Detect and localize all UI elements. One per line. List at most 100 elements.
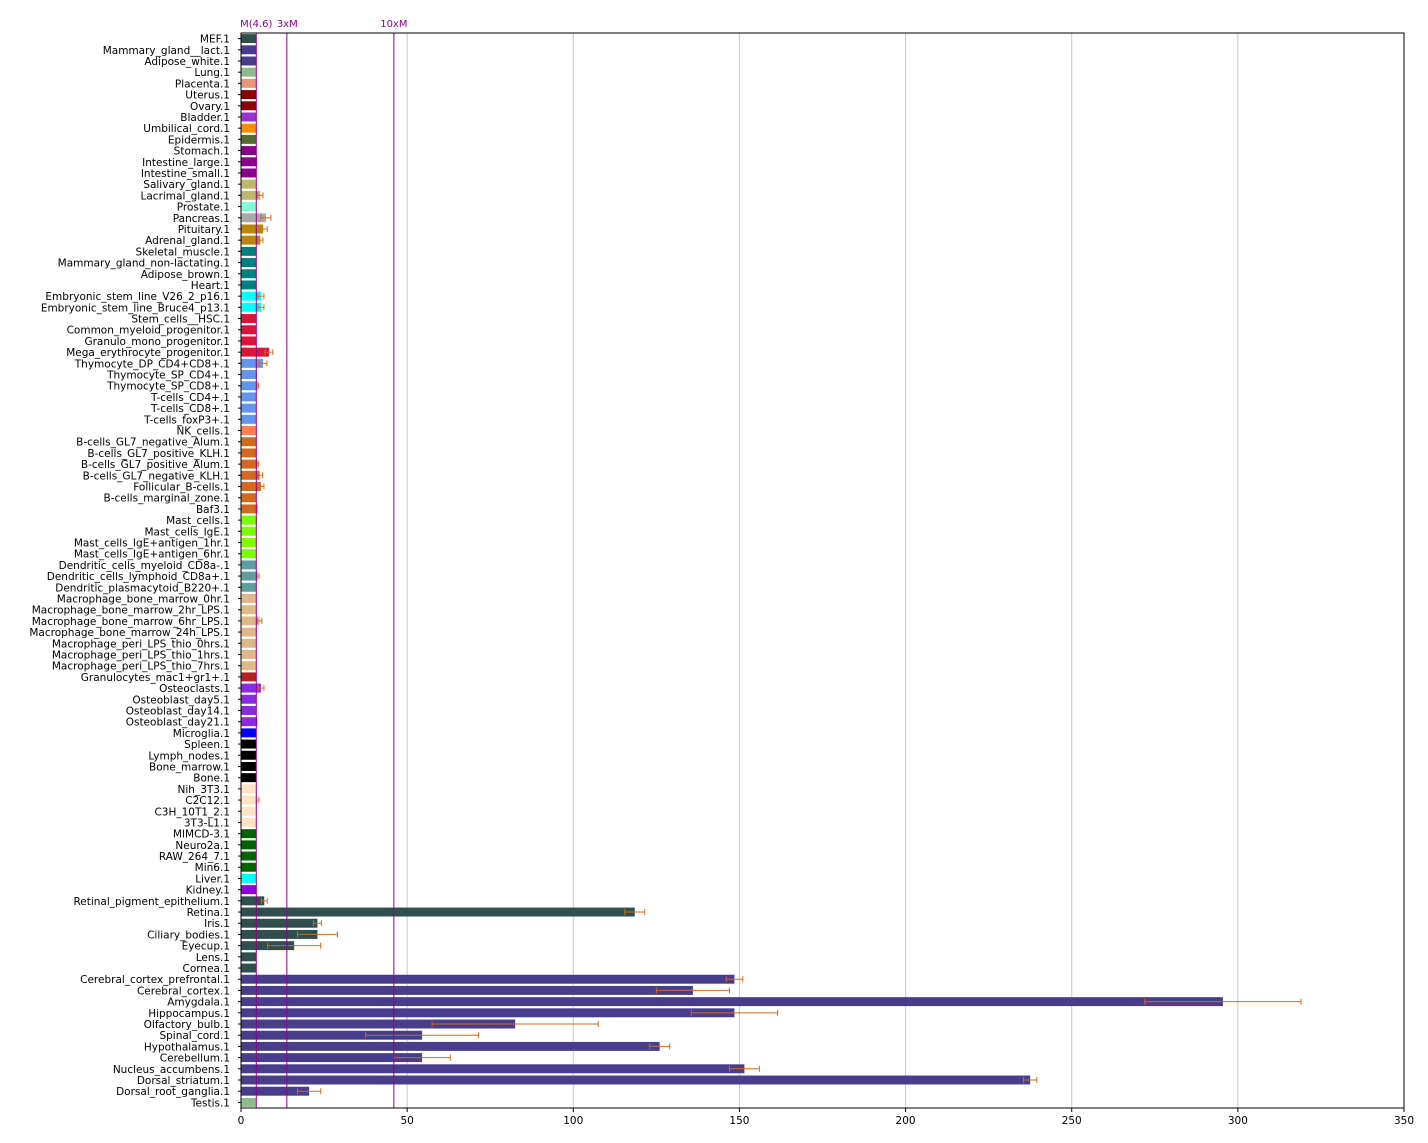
bar bbox=[241, 370, 257, 380]
bar bbox=[241, 907, 635, 917]
category-label: Mast_cells_IgE.1 bbox=[144, 526, 230, 538]
bar bbox=[241, 605, 257, 615]
bar bbox=[241, 291, 261, 301]
bar bbox=[241, 34, 257, 44]
category-label: Osteoblast_day5.1 bbox=[132, 694, 230, 706]
category-label: Cerebral_cortex_prefrontal.1 bbox=[80, 974, 230, 986]
bar bbox=[241, 56, 257, 66]
grid-lines bbox=[406, 33, 1405, 1108]
bar bbox=[241, 493, 257, 503]
x-tick-label: 300 bbox=[1228, 1115, 1248, 1127]
category-label: Uterus.1 bbox=[185, 90, 230, 102]
category-label: Mega_erythrocyte_progenitor.1 bbox=[66, 347, 230, 359]
category-label: Dorsal_root_ganglia.1 bbox=[116, 1086, 230, 1098]
bar bbox=[241, 90, 257, 100]
category-label: Granulocytes_mac1+gr1+.1 bbox=[81, 672, 230, 684]
x-tick-label: 350 bbox=[1394, 1115, 1414, 1127]
category-label: B-cells_GL7_negative_Alum.1 bbox=[76, 437, 230, 449]
bar bbox=[241, 549, 257, 559]
bar bbox=[241, 728, 257, 738]
bar bbox=[241, 358, 263, 368]
category-label: T-cells_foxP3+.1 bbox=[143, 414, 230, 426]
category-label: B-cells_GL7_negative_KLH.1 bbox=[83, 470, 230, 482]
category-label: Adipose_white.1 bbox=[144, 56, 230, 68]
bar bbox=[241, 325, 257, 335]
category-label: Lens.1 bbox=[196, 952, 230, 964]
bar bbox=[241, 426, 257, 436]
category-label: Embryonic_stem_line_Bruce4_p13.1 bbox=[41, 302, 230, 314]
bar bbox=[241, 538, 257, 547]
category-label: Heart.1 bbox=[191, 280, 230, 292]
bar bbox=[241, 929, 318, 939]
category-label: Liver.1 bbox=[195, 873, 230, 885]
category-label: Cerebellum.1 bbox=[160, 1053, 230, 1065]
category-label: Macrophage_bone_marrow_0hr.1 bbox=[57, 593, 230, 605]
category-label: Amygdala.1 bbox=[167, 997, 230, 1009]
bar bbox=[241, 985, 693, 995]
bar bbox=[241, 661, 257, 671]
bar bbox=[241, 67, 257, 77]
category-label: Mast_cells_IgE+antigen_1hr.1 bbox=[74, 538, 230, 550]
category-label: Iris.1 bbox=[204, 918, 230, 930]
category-label: Pituitary.1 bbox=[178, 224, 230, 236]
bar bbox=[241, 101, 257, 111]
bar bbox=[241, 78, 257, 88]
bar bbox=[241, 157, 257, 167]
bar bbox=[241, 258, 257, 268]
category-label: Thymocyte_DP_CD4+CD8+.1 bbox=[74, 358, 230, 370]
bar bbox=[241, 235, 261, 245]
bar bbox=[241, 571, 258, 581]
category-label: Mammary_gland_non-lactating.1 bbox=[58, 258, 230, 270]
category-label: Osteoblast_day21.1 bbox=[126, 717, 230, 729]
bar bbox=[241, 1008, 735, 1018]
bar bbox=[241, 616, 260, 626]
category-label: Bone_marrow.1 bbox=[149, 761, 230, 773]
bar bbox=[241, 896, 265, 906]
category-label: C3H_10T1_2.1 bbox=[154, 806, 230, 818]
category-label: Bladder.1 bbox=[180, 112, 230, 124]
bar bbox=[241, 873, 257, 883]
category-label: B-cells_GL7_positive_Alum.1 bbox=[81, 459, 230, 471]
bar bbox=[241, 112, 257, 122]
x-tick-label: 200 bbox=[896, 1115, 916, 1127]
category-label: Dendritic_cells_lymphoid_CD8a+.1 bbox=[47, 571, 230, 583]
bar bbox=[241, 280, 257, 290]
bar bbox=[241, 1030, 423, 1040]
reference-line-label: M(4.6) bbox=[240, 19, 272, 30]
x-tick-label: 50 bbox=[400, 1115, 413, 1127]
category-label: Bone.1 bbox=[193, 773, 230, 785]
category-label: Dendritic_plasmacytoid_B220+.1 bbox=[55, 582, 230, 594]
bar bbox=[241, 795, 258, 805]
category-label: Neuro2a.1 bbox=[175, 840, 230, 852]
category-label: Spinal_cord.1 bbox=[159, 1030, 230, 1042]
category-label: Embryonic_stem_line_V26_2_p16.1 bbox=[45, 291, 230, 303]
category-label: Intestine_small.1 bbox=[141, 168, 230, 180]
category-label: Nih_3T3.1 bbox=[178, 784, 230, 796]
category-label: Mast_cells.1 bbox=[166, 515, 230, 527]
bar bbox=[241, 414, 257, 424]
category-label: MEF.1 bbox=[200, 34, 230, 46]
bar bbox=[241, 381, 258, 391]
bar bbox=[241, 1041, 660, 1051]
category-label: B-cells_GL7_positive_KLH.1 bbox=[87, 448, 230, 460]
category-label: NK_cells.1 bbox=[176, 426, 230, 438]
category-label: Min6.1 bbox=[195, 862, 230, 874]
bar bbox=[241, 202, 257, 212]
bar bbox=[241, 694, 257, 704]
bar bbox=[241, 1097, 257, 1107]
category-label: Stem_cells__HSC.1 bbox=[131, 314, 230, 326]
bar bbox=[241, 168, 257, 178]
bar bbox=[241, 347, 269, 357]
category-label: Baf3.1 bbox=[196, 504, 230, 516]
category-label: Osteoclasts.1 bbox=[159, 683, 230, 695]
bar bbox=[241, 997, 1223, 1007]
bar bbox=[241, 750, 257, 760]
reference-line-label: 10xM bbox=[380, 19, 407, 30]
category-label: Ciliary_bodies.1 bbox=[147, 929, 230, 941]
category-label: Macrophage_bone_marrow_2hr_LPS.1 bbox=[32, 605, 230, 617]
x-tick-label: 100 bbox=[563, 1115, 583, 1127]
category-label: Macrophage_bone_marrow_6hr_LPS.1 bbox=[32, 616, 230, 628]
category-label: Lung.1 bbox=[194, 67, 230, 79]
bar bbox=[241, 504, 258, 514]
category-label: Hippocampus.1 bbox=[148, 1008, 230, 1020]
